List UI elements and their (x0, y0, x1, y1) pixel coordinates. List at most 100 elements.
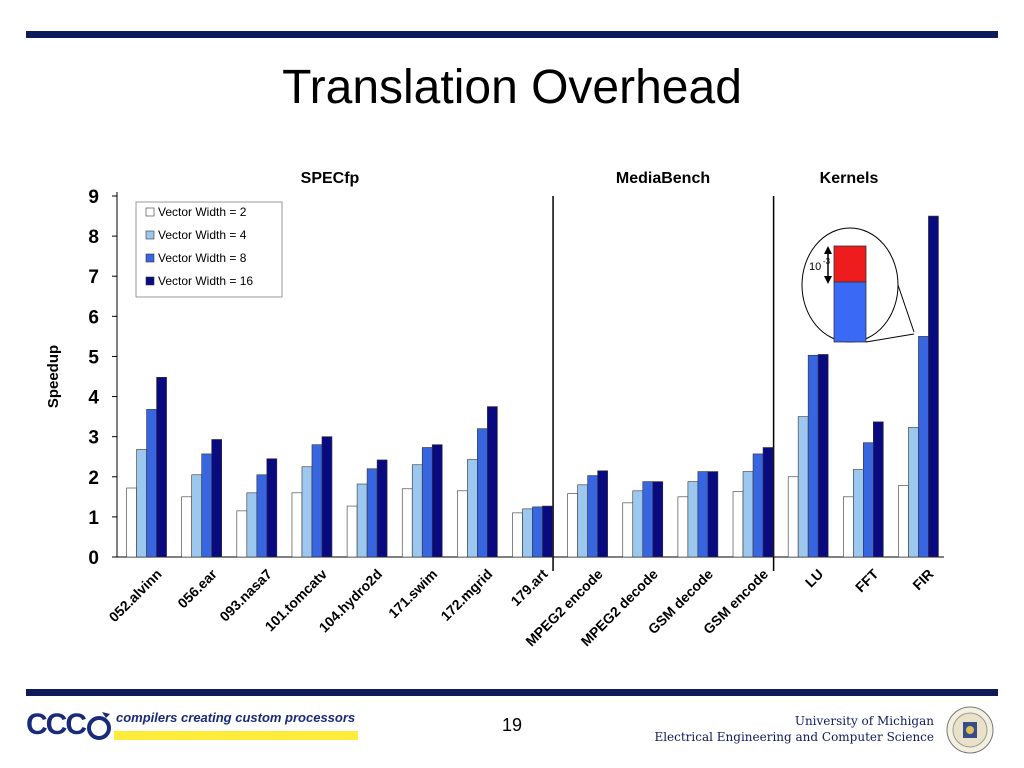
zoom-arrow-head-down (824, 276, 832, 284)
bar (762, 447, 774, 558)
logo-mark-icon (87, 712, 111, 740)
university-block: University of Michigan Electrical Engine… (654, 713, 934, 745)
bar (852, 469, 864, 558)
zoom-arrow-head-up (824, 246, 832, 254)
group-title: Kernels (820, 170, 879, 187)
bar (431, 444, 443, 558)
bar (181, 496, 192, 558)
bar (301, 466, 313, 558)
x-tick-label: 056.ear (174, 565, 220, 611)
bar (577, 484, 588, 558)
bar (201, 453, 212, 558)
bar (256, 474, 268, 558)
y-tick-label: 9 (88, 187, 99, 208)
bar (487, 406, 498, 558)
ccc-logo: CCC compilers creating custom processors (26, 704, 366, 748)
bar (156, 377, 167, 558)
zoom-annotation-label: 10 (809, 261, 821, 273)
bar (136, 449, 147, 558)
bar (467, 459, 478, 558)
legend-label: Vector Width = 4 (158, 228, 247, 242)
zoom-leader (897, 284, 915, 333)
university-seal-icon (946, 706, 994, 754)
x-tick-label: FIR (909, 566, 936, 593)
x-tick-label: 052.alvinn (106, 566, 165, 625)
legend-label: Vector Width = 16 (158, 274, 253, 288)
bar (356, 483, 368, 558)
y-tick-label: 6 (88, 307, 99, 328)
bar (532, 506, 543, 558)
bar (191, 474, 202, 558)
bar (321, 436, 333, 558)
x-tick-label: LU (802, 566, 827, 591)
bar (246, 492, 258, 558)
legend-label: Vector Width = 2 (158, 205, 247, 219)
bar (542, 505, 553, 558)
bar (266, 458, 278, 558)
legend-label: Vector Width = 8 (158, 251, 247, 265)
slide-title: Translation Overhead (282, 61, 742, 114)
bottom-rule (26, 689, 998, 696)
group-title: SPECfp (301, 170, 360, 187)
bar (697, 471, 709, 558)
bar (401, 488, 413, 558)
bar (817, 354, 829, 558)
bar (687, 481, 699, 558)
x-tick-label: 179.art (507, 566, 550, 609)
bar (928, 215, 939, 558)
y-tick-label: 3 (88, 428, 99, 449)
bar (707, 471, 719, 558)
legend-swatch (145, 207, 155, 217)
legend-box (135, 201, 283, 298)
bar (311, 444, 323, 558)
bar (642, 481, 654, 558)
university-name: University of Michigan (794, 714, 934, 728)
bar (918, 336, 929, 558)
bar (376, 459, 388, 558)
bar (477, 428, 488, 558)
bar (862, 442, 874, 558)
bar (632, 490, 644, 558)
y-tick-label: 7 (88, 267, 99, 288)
bar (842, 496, 854, 558)
x-tick-label: 093.nasa7 (216, 566, 275, 625)
bar (807, 354, 819, 558)
x-tick-label: FFT (852, 565, 882, 595)
bar (622, 502, 634, 558)
top-rule (26, 31, 998, 38)
legend-swatch (145, 253, 155, 263)
bar (457, 490, 468, 558)
bar (677, 496, 689, 558)
bar (366, 468, 378, 558)
bar (797, 416, 809, 558)
zoom-base-segment (833, 281, 867, 343)
y-tick-label: 4 (88, 388, 99, 409)
y-tick-label: 5 (88, 347, 99, 368)
bar (421, 447, 433, 558)
page-number: 19 (501, 715, 523, 735)
bar (597, 470, 608, 558)
bar (411, 464, 423, 558)
bar (567, 493, 578, 558)
department-name: Electrical Engineering and Computer Scie… (654, 730, 934, 744)
logo-bar (114, 731, 358, 740)
bar (126, 487, 137, 558)
bar (742, 471, 754, 558)
legend-swatch (145, 276, 155, 286)
logo-tagline: compilers creating custom processors (116, 710, 356, 725)
bar (752, 453, 764, 558)
logo-text: CCC (26, 708, 87, 741)
bar (908, 427, 919, 558)
y-tick-label: 2 (88, 468, 99, 489)
bar (512, 512, 523, 558)
zoom-overhead-segment (833, 245, 867, 283)
bar (346, 505, 358, 558)
bar (652, 481, 664, 558)
x-tick-label: 171.swim (385, 566, 440, 621)
zoom-annotation-exponent: -3 (823, 257, 831, 266)
bar (898, 485, 909, 558)
y-tick-label: 1 (88, 508, 99, 529)
bar (787, 476, 799, 558)
bar (587, 475, 598, 558)
group-title: MediaBench (616, 170, 710, 187)
